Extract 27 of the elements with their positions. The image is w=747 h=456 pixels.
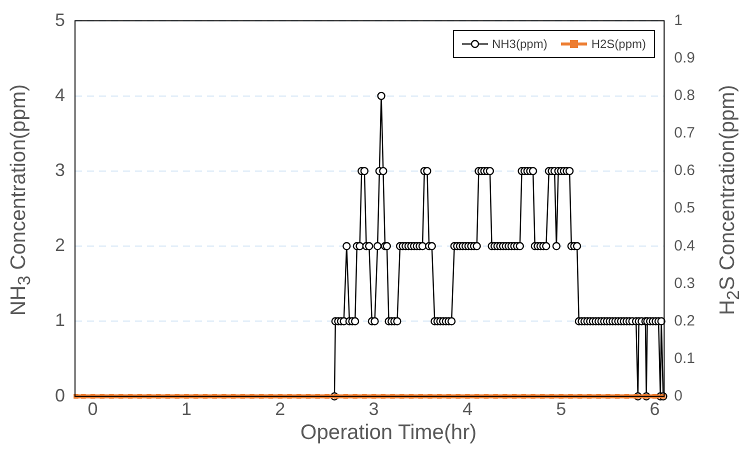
y2-tick-label: 0.3 xyxy=(674,274,696,292)
y-tick-label: 0 xyxy=(54,385,66,406)
x-tick-label: 3 xyxy=(368,399,379,420)
y2-tick-label: 0.7 xyxy=(674,124,696,142)
y2-tick-label: 0.5 xyxy=(674,200,696,217)
x-tick-label: 1 xyxy=(181,399,192,420)
y-tick-label: 1 xyxy=(54,310,66,330)
x-tick-label: 2 xyxy=(275,399,286,420)
x-tick-label: 5 xyxy=(556,399,566,420)
y2-tick-label: 1 xyxy=(674,12,682,29)
y2-tick-label: 0.4 xyxy=(674,237,696,254)
legend-label: NH3(ppm) xyxy=(492,37,548,51)
x-tick-label: 4 xyxy=(462,399,472,420)
legend-label: H2S(ppm) xyxy=(591,37,646,51)
x-tick-label: 6 xyxy=(650,399,660,420)
y-tick-label: 4 xyxy=(54,84,66,105)
y2-tick-label: 0.8 xyxy=(674,87,696,104)
y2-tick-label: 0.2 xyxy=(674,312,696,330)
y-tick-label: 2 xyxy=(54,235,66,256)
x-tick-label: 0 xyxy=(88,399,98,420)
y2-tick-label: 0.1 xyxy=(674,350,696,367)
y-tick-label: 3 xyxy=(54,160,66,180)
y-tick-label: 5 xyxy=(54,10,66,30)
y2-tick-label: 0 xyxy=(674,388,682,405)
x-axis-title: Operation Time(hr) xyxy=(299,421,478,445)
y2-tick-label: 0.9 xyxy=(674,50,696,66)
y2-tick-label: 0.6 xyxy=(674,162,696,180)
